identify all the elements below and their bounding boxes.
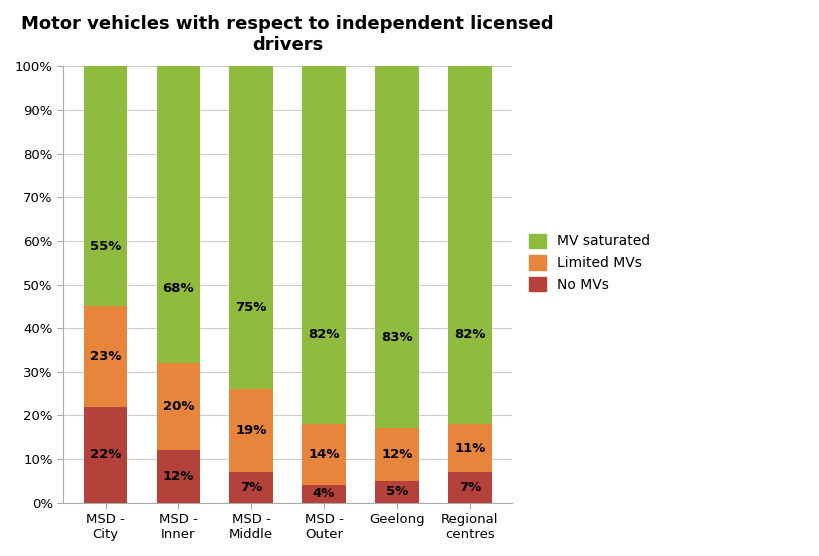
Text: 22%: 22%: [90, 448, 121, 461]
Bar: [302, 424, 346, 485]
Bar: [374, 67, 419, 429]
Text: 20%: 20%: [162, 400, 194, 413]
Bar: [84, 406, 127, 503]
Bar: [156, 67, 200, 363]
Text: 23%: 23%: [90, 350, 121, 363]
Text: 83%: 83%: [381, 331, 412, 345]
Bar: [229, 389, 273, 472]
Bar: [447, 472, 491, 503]
Text: 12%: 12%: [162, 470, 194, 483]
Bar: [447, 424, 491, 472]
Title: Motor vehicles with respect to independent licensed
drivers: Motor vehicles with respect to independe…: [21, 15, 554, 54]
Text: 55%: 55%: [90, 240, 121, 253]
Bar: [374, 429, 419, 481]
Bar: [84, 306, 127, 406]
Text: 82%: 82%: [308, 328, 339, 341]
Bar: [229, 62, 273, 389]
Text: 7%: 7%: [240, 481, 262, 494]
Text: 11%: 11%: [454, 441, 485, 455]
Bar: [447, 67, 491, 424]
Bar: [84, 67, 127, 306]
Bar: [156, 450, 200, 503]
Text: 14%: 14%: [308, 448, 339, 461]
Text: 12%: 12%: [381, 448, 412, 461]
Bar: [374, 481, 419, 503]
Text: 19%: 19%: [235, 424, 267, 437]
Text: 75%: 75%: [235, 301, 267, 314]
Text: 82%: 82%: [454, 328, 485, 341]
Bar: [302, 485, 346, 503]
Text: 5%: 5%: [386, 485, 408, 498]
Text: 68%: 68%: [162, 282, 194, 295]
Text: 4%: 4%: [313, 488, 335, 500]
Bar: [156, 363, 200, 450]
Legend: MV saturated, Limited MVs, No MVs: MV saturated, Limited MVs, No MVs: [523, 228, 654, 297]
Bar: [229, 472, 273, 503]
Bar: [302, 67, 346, 424]
Text: 7%: 7%: [458, 481, 481, 494]
